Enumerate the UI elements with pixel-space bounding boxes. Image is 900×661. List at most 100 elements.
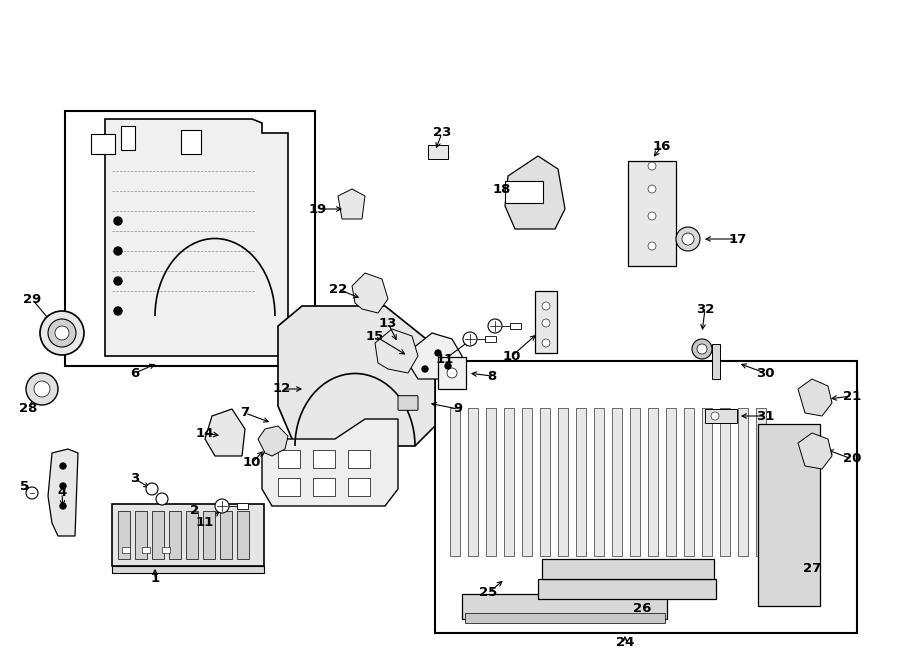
Bar (522, 408, 532, 556)
Bar (118, 511, 130, 559)
Text: 8: 8 (488, 369, 497, 383)
Bar (435, 361, 857, 633)
Text: 12: 12 (273, 383, 291, 395)
Bar (186, 511, 198, 559)
Bar (438, 357, 466, 389)
Polygon shape (105, 119, 288, 356)
Circle shape (60, 483, 66, 489)
Polygon shape (338, 189, 365, 219)
Text: 13: 13 (379, 317, 397, 329)
Text: 28: 28 (19, 403, 37, 416)
Bar (485, 336, 496, 342)
Bar (313, 478, 335, 496)
Circle shape (445, 363, 451, 369)
Polygon shape (798, 379, 832, 416)
Text: 5: 5 (21, 479, 30, 492)
Circle shape (26, 487, 38, 499)
Text: 7: 7 (240, 407, 249, 420)
Circle shape (60, 503, 66, 509)
Bar (142, 547, 150, 553)
Polygon shape (278, 306, 435, 446)
Text: 32: 32 (696, 303, 715, 315)
Text: 2: 2 (191, 504, 200, 518)
Bar (428, 145, 448, 159)
Bar (684, 408, 694, 556)
Polygon shape (262, 419, 398, 506)
Text: 1: 1 (150, 572, 159, 586)
Polygon shape (505, 156, 565, 229)
Bar (220, 511, 232, 559)
Circle shape (40, 311, 84, 355)
Text: 11: 11 (196, 516, 214, 529)
Bar (712, 344, 720, 379)
Bar (169, 511, 181, 559)
Text: 27: 27 (803, 563, 821, 576)
Circle shape (682, 233, 694, 245)
Text: 15: 15 (366, 329, 384, 342)
Bar (237, 511, 249, 559)
Circle shape (114, 307, 122, 315)
Circle shape (447, 368, 457, 378)
Text: 10: 10 (243, 457, 261, 469)
Polygon shape (798, 433, 832, 469)
Bar (738, 408, 748, 556)
Text: 19: 19 (309, 202, 327, 215)
Circle shape (156, 493, 168, 505)
Bar (122, 547, 130, 553)
Circle shape (60, 463, 66, 469)
Text: 20: 20 (842, 453, 861, 465)
Bar (756, 408, 766, 556)
Circle shape (542, 339, 550, 347)
FancyBboxPatch shape (121, 126, 135, 150)
Circle shape (55, 326, 69, 340)
Circle shape (26, 373, 58, 405)
Polygon shape (258, 426, 288, 456)
Bar (468, 408, 478, 556)
FancyBboxPatch shape (91, 134, 115, 154)
Bar (720, 408, 730, 556)
Bar (450, 408, 460, 556)
Bar (576, 408, 586, 556)
Circle shape (648, 162, 656, 170)
Bar (702, 408, 712, 556)
Text: 9: 9 (454, 403, 463, 416)
Text: 10: 10 (503, 350, 521, 362)
Bar (278, 478, 300, 496)
Text: 3: 3 (130, 473, 140, 485)
Bar (648, 408, 658, 556)
Text: 29: 29 (22, 293, 41, 305)
Circle shape (215, 499, 229, 513)
Bar (535, 291, 557, 353)
Polygon shape (408, 333, 462, 379)
Bar (558, 408, 568, 556)
Circle shape (422, 366, 428, 372)
Text: 18: 18 (493, 182, 511, 196)
Bar (348, 450, 370, 468)
Bar (162, 547, 170, 553)
Bar (505, 181, 543, 203)
Bar (612, 408, 622, 556)
Circle shape (692, 339, 712, 359)
Circle shape (34, 381, 50, 397)
Circle shape (648, 185, 656, 193)
Circle shape (676, 227, 700, 251)
Circle shape (697, 344, 707, 354)
Bar (135, 511, 147, 559)
Circle shape (114, 217, 122, 225)
Text: 21: 21 (843, 389, 861, 403)
Text: 4: 4 (58, 486, 67, 500)
Bar (540, 408, 550, 556)
Bar (462, 594, 667, 619)
Circle shape (542, 302, 550, 310)
Bar (465, 613, 665, 623)
Circle shape (488, 319, 502, 333)
Polygon shape (205, 409, 245, 456)
Bar (313, 450, 335, 468)
Text: 23: 23 (433, 126, 451, 139)
Text: 22: 22 (328, 282, 347, 295)
Circle shape (435, 350, 441, 356)
Bar (630, 408, 640, 556)
Text: 6: 6 (130, 366, 140, 379)
Bar (666, 408, 676, 556)
FancyBboxPatch shape (398, 396, 418, 410)
